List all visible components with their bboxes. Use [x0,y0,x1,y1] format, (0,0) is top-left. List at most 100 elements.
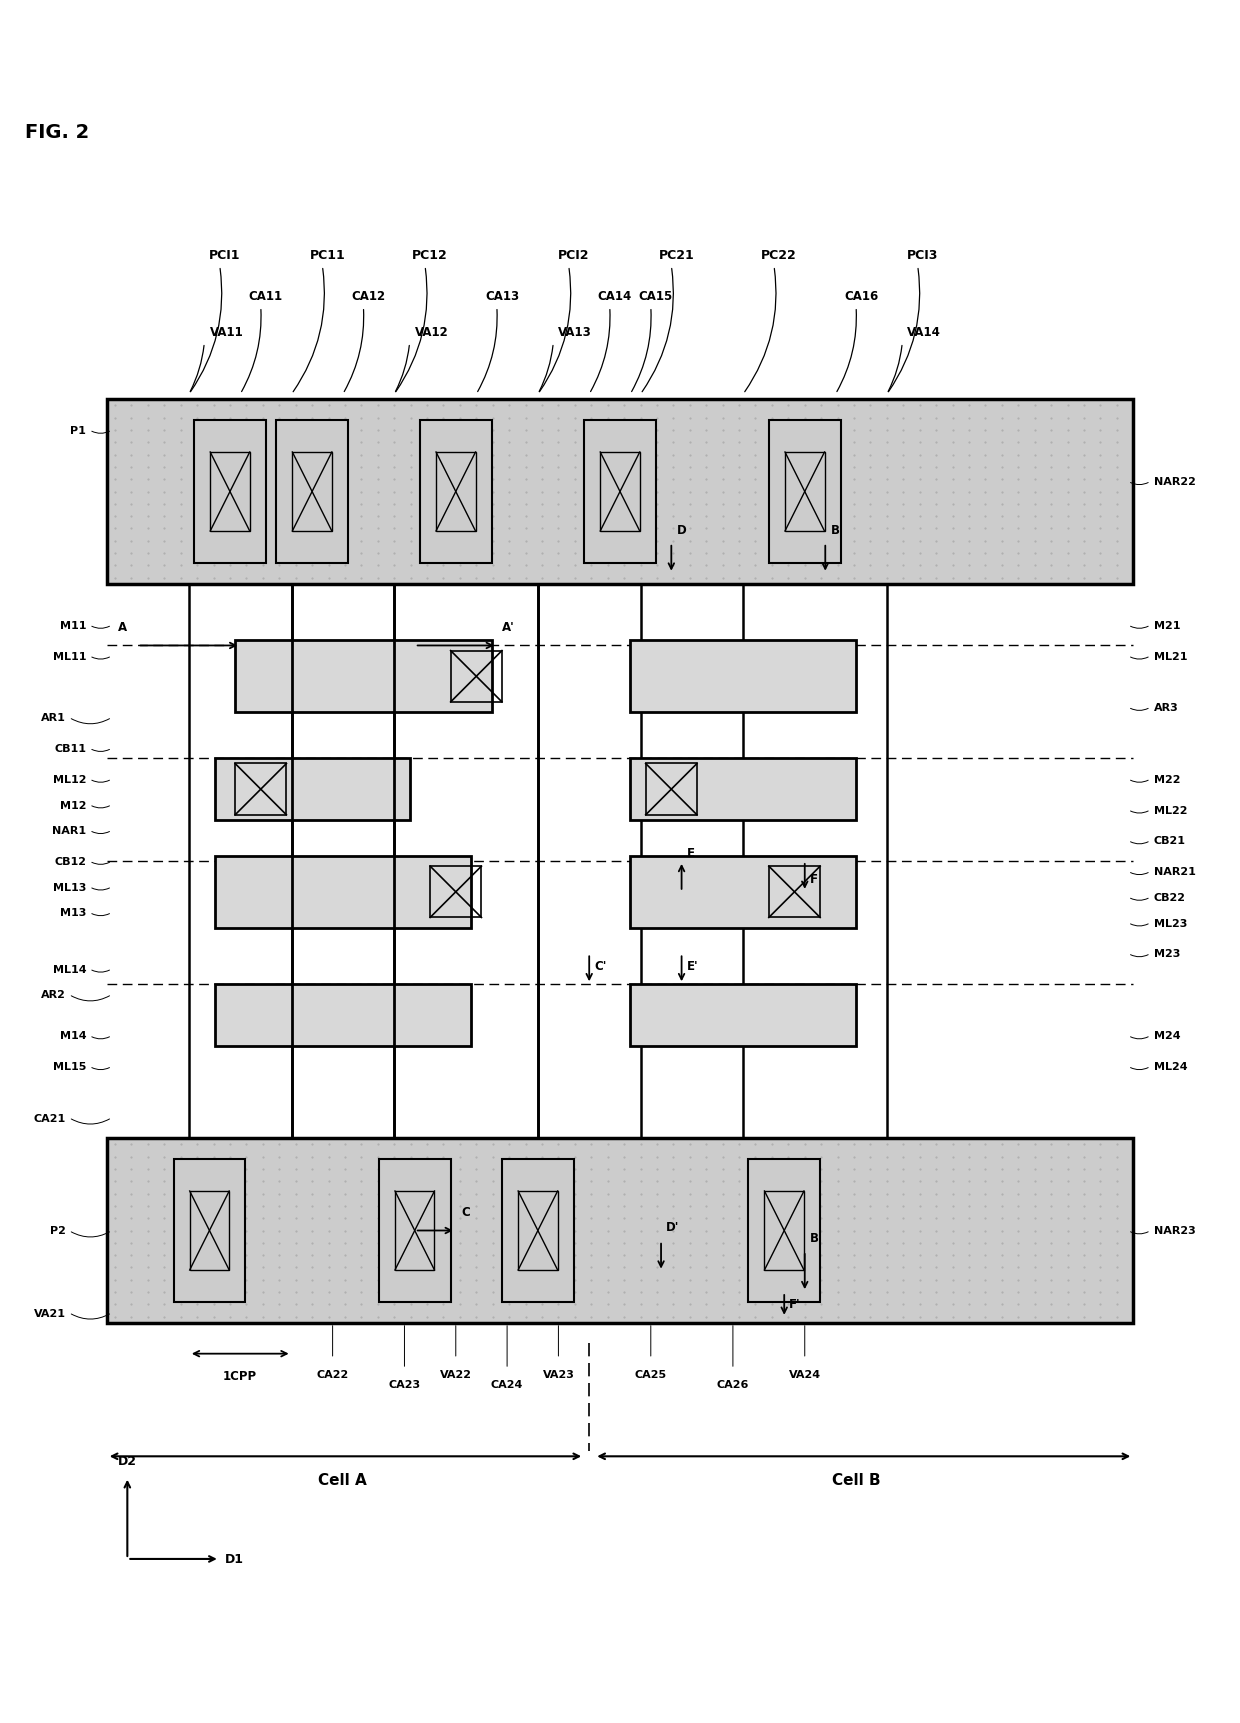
Bar [502,1160,574,1303]
Text: VA11: VA11 [210,326,243,338]
Bar [630,984,856,1046]
Text: ML23: ML23 [1153,918,1187,929]
Bar [646,763,697,815]
Bar [630,758,856,820]
Text: ML22: ML22 [1153,805,1187,815]
Text: F: F [810,872,818,886]
Text: A: A [118,620,128,634]
Bar [769,867,820,918]
Text: CA14: CA14 [598,289,632,303]
Bar [215,856,471,929]
Text: PC11: PC11 [310,248,346,262]
Bar [420,420,492,563]
Text: AR2: AR2 [41,989,66,999]
Text: P1: P1 [71,426,87,436]
Text: VA21: VA21 [33,1308,66,1318]
Bar [769,420,841,563]
Text: F': F' [790,1297,801,1311]
Text: CA21: CA21 [33,1113,66,1123]
Text: FIG. 2: FIG. 2 [25,122,89,141]
Text: VA13: VA13 [558,326,593,338]
Text: M24: M24 [1153,1030,1180,1041]
Text: CA16: CA16 [844,289,878,303]
Text: M23: M23 [1153,949,1180,958]
Text: CA11: CA11 [249,289,283,303]
Text: PC21: PC21 [658,248,694,262]
Bar [450,651,502,703]
Text: D1: D1 [224,1552,244,1566]
Text: M14: M14 [60,1030,87,1041]
Text: PCI1: PCI1 [210,248,241,262]
Bar [174,1160,246,1303]
Text: NAR21: NAR21 [1153,867,1195,877]
Text: M13: M13 [60,908,87,918]
Text: VA14: VA14 [908,326,941,338]
Text: D: D [677,524,686,536]
Bar [600,453,640,532]
Text: Cell B: Cell B [832,1471,880,1487]
Text: CA26: CA26 [717,1380,749,1389]
Text: NAR23: NAR23 [1153,1225,1195,1235]
Text: E: E [687,846,694,860]
Text: VA23: VA23 [542,1370,574,1380]
Text: CA25: CA25 [635,1370,667,1380]
Text: CA13: CA13 [485,289,520,303]
Text: ML12: ML12 [53,774,87,784]
Bar [107,1139,1133,1323]
Text: PC12: PC12 [412,248,448,262]
Text: VA12: VA12 [414,326,449,338]
Bar [190,1191,229,1270]
Text: AR1: AR1 [41,713,66,724]
Bar [584,420,656,563]
Text: ML14: ML14 [52,965,87,973]
Bar [630,641,856,713]
Bar [396,1191,434,1270]
Text: PCI2: PCI2 [558,248,589,262]
Bar [630,856,856,929]
Bar [215,758,409,820]
Text: CB11: CB11 [55,744,87,753]
Text: NAR22: NAR22 [1153,477,1195,488]
Text: M11: M11 [60,620,87,631]
Bar [436,453,475,532]
Bar [430,867,481,918]
Bar [193,420,265,563]
Bar [748,1160,820,1303]
Text: C: C [461,1206,470,1218]
Bar [236,763,286,815]
Text: ML24: ML24 [1153,1061,1188,1072]
Text: E': E' [687,960,698,972]
Text: CA23: CA23 [388,1380,420,1389]
Text: B': B' [810,1230,822,1244]
Text: PC22: PC22 [761,248,797,262]
Text: PCI3: PCI3 [908,248,939,262]
Bar [378,1160,450,1303]
Text: CA24: CA24 [491,1380,523,1389]
Bar [293,453,332,532]
Text: 1CPP: 1CPP [223,1370,257,1382]
Text: NAR1: NAR1 [52,825,87,836]
Text: ML13: ML13 [53,882,87,893]
Bar [236,641,492,713]
Text: CA12: CA12 [351,289,386,303]
Text: CA15: CA15 [639,289,673,303]
Text: M12: M12 [60,799,87,810]
Bar [277,420,348,563]
Text: D': D' [666,1222,680,1234]
Text: D2: D2 [118,1454,136,1466]
Text: CB21: CB21 [1153,836,1185,846]
Bar [107,400,1133,584]
Bar [785,453,825,532]
Text: B: B [831,524,839,536]
Text: M22: M22 [1153,774,1180,784]
Text: AR3: AR3 [1153,703,1178,713]
Text: CB22: CB22 [1153,893,1185,903]
Bar [215,984,471,1046]
Text: C': C' [594,960,606,972]
Text: CB12: CB12 [55,856,87,867]
Text: CA22: CA22 [316,1370,348,1380]
Text: A': A' [502,620,515,634]
Bar [211,453,249,532]
Text: P2: P2 [50,1225,66,1235]
Text: M21: M21 [1153,620,1180,631]
